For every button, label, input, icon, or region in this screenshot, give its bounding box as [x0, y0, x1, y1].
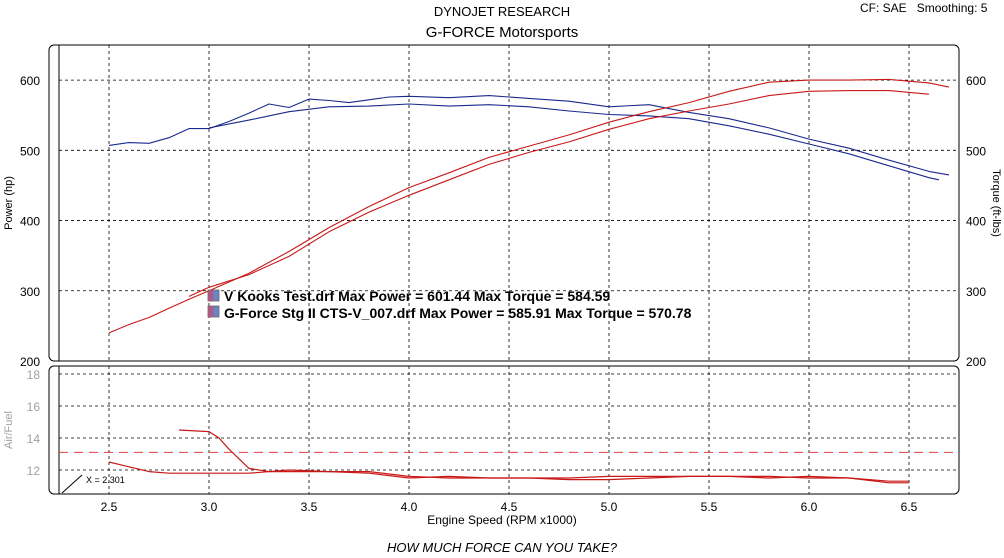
afr-y-tick-label: 18 [27, 368, 41, 382]
power-torque-series [108, 78, 950, 334]
cursor-readout: X = 2.301 [86, 475, 125, 485]
y-tick-label: 300 [20, 285, 40, 299]
y-tick-label: 200 [20, 355, 40, 369]
legend-entry-1: V Kooks Test.drf Max Power = 601.44 Max … [224, 288, 610, 304]
afr-series-line-2 [178, 429, 909, 484]
legend-entry-2: G-Force Stg II CTS-V_007.drf Max Power =… [224, 305, 692, 321]
correction-info: CF: SAE Smoothing: 5 [860, 1, 987, 15]
power-panel-frame [48, 44, 960, 362]
afr-series [108, 429, 909, 484]
series-line-4 [188, 90, 930, 297]
y-axis-label-afr: Air/Fuel [3, 411, 15, 449]
x-tick-label: 6.5 [901, 500, 918, 514]
afr-grid [59, 366, 959, 494]
y2-tick-label: 500 [966, 144, 986, 158]
series-line-1 [108, 95, 950, 176]
cf-label: CF: SAE [860, 1, 907, 15]
x-tick-label: 6.0 [801, 500, 818, 514]
afr-panel-frame [48, 365, 960, 495]
y2-tick-label: 200 [966, 355, 986, 369]
afr-y-tick-label: 14 [27, 432, 41, 446]
x-tick-label: 5.5 [701, 500, 718, 514]
y2-tick-label: 600 [966, 74, 986, 88]
x-tick-label: 2.5 [101, 500, 118, 514]
smoothing-label: Smoothing: 5 [916, 1, 988, 15]
x-axis-label: Engine Speed (RPM x1000) [427, 513, 576, 527]
x-tick-label: 4.5 [501, 500, 518, 514]
footer-tagline: HOW MUCH FORCE CAN YOU TAKE? [387, 540, 617, 555]
cursor-marker [61, 474, 83, 494]
y2-tick-label: 300 [966, 285, 986, 299]
y-tick-label: 600 [20, 74, 40, 88]
y-tick-label: 500 [20, 144, 40, 158]
chart-title: DYNOJET RESEARCH [433, 4, 571, 19]
y-axis-label-power: Power (hp) [3, 176, 15, 230]
legend-icon-1-accent [208, 290, 214, 301]
x-tick-label: 4.0 [401, 500, 418, 514]
y2-tick-label: 400 [966, 215, 986, 229]
x-tick-label: 3.0 [201, 500, 218, 514]
series-line-3 [108, 78, 950, 334]
x-tick-label: 5.0 [601, 500, 618, 514]
axis-ticks: 2.5 3.0 3.5 4.0 4.5 5.0 5.5 6.0 6.5 200 300 400 500 6… [20, 74, 986, 514]
y-axis-label-torque: Torque (ft-lbs) [990, 169, 1002, 237]
x-tick-label: 3.5 [301, 500, 318, 514]
y-tick-label: 400 [20, 215, 40, 229]
chart-subtitle: G-FORCE Motorsports [425, 24, 579, 41]
afr-y-tick-label: 12 [27, 464, 41, 478]
afr-y-tick-label: 16 [27, 400, 41, 414]
legend-icon-2-accent [208, 306, 214, 317]
series-line-2 [208, 103, 940, 181]
legend: V Kooks Test.drf Max Power = 601.44 Max … [207, 288, 692, 321]
